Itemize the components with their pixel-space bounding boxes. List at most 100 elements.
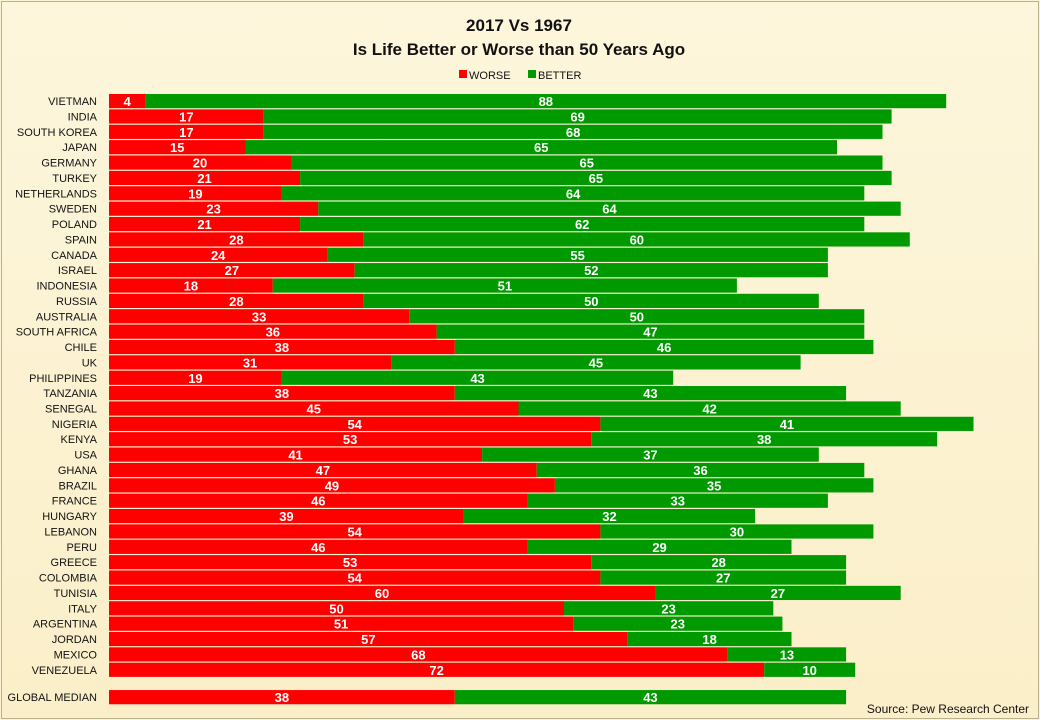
bar-worse-nigeria: [109, 416, 601, 431]
bar-worse-argentina: [109, 616, 574, 631]
legend-label-worse: WORSE: [469, 70, 511, 82]
value-label-worse-greece: 53: [343, 555, 357, 570]
value-label-better-italy: 23: [661, 601, 675, 616]
bar-worse-uk: [109, 355, 392, 370]
bar-worse-global-median: [109, 690, 455, 705]
category-label-ghana: GHANA: [58, 465, 98, 477]
value-label-worse-kenya: 53: [343, 432, 357, 447]
bar-better-russia: [363, 293, 819, 309]
value-label-better-japan: 65: [534, 140, 548, 155]
bar-better-tunisia: [655, 585, 901, 601]
bar-better-south-korea: [263, 124, 883, 139]
value-label-better-spain: 60: [630, 232, 644, 247]
bar-worse-senegal: [109, 401, 519, 416]
value-label-worse-indonesia: 18: [184, 279, 198, 294]
bar-better-nigeria: [600, 416, 974, 431]
bar-better-usa: [482, 447, 819, 462]
category-label-australia: AUSTRALIA: [36, 311, 98, 323]
value-label-better-venezuela: 10: [802, 663, 816, 678]
category-label-venezuela: VENEZUELA: [32, 665, 98, 677]
value-label-better-chile: 46: [657, 340, 671, 355]
value-label-worse-argentina: 51: [334, 617, 348, 632]
bar-worse-canada: [109, 247, 328, 262]
value-label-better-jordan: 18: [702, 632, 716, 647]
bar-worse-chile: [109, 339, 455, 355]
category-label-mexico: MEXICO: [54, 649, 98, 661]
bar-worse-colombia: [109, 570, 601, 585]
category-label-nigeria: NIGERIA: [52, 419, 98, 431]
category-label-germany: GERMANY: [41, 158, 97, 170]
bar-better-france: [527, 493, 828, 508]
category-label-hungary: HUNGARY: [42, 511, 97, 523]
bar-worse-poland: [109, 216, 301, 232]
bar-better-colombia: [600, 570, 847, 585]
legend: WORSE BETTER: [459, 70, 581, 82]
value-label-better-hungary: 32: [602, 509, 616, 524]
category-label-global-median: GLOBAL MEDIAN: [8, 692, 98, 704]
bar-worse-usa: [109, 447, 483, 462]
category-label-turkey: TURKEY: [52, 173, 97, 185]
value-label-worse-israel: 27: [225, 263, 239, 278]
bar-better-italy: [564, 601, 774, 616]
category-label-senegal: SENEGAL: [45, 404, 97, 416]
category-label-netherlands: NETHERLANDS: [15, 188, 97, 200]
bar-worse-venezuela: [109, 662, 765, 677]
value-label-better-canada: 55: [570, 248, 584, 263]
value-label-better-lebanon: 30: [730, 524, 744, 539]
category-label-brazil: BRAZIL: [58, 480, 97, 492]
value-label-worse-turkey: 21: [197, 171, 211, 186]
bar-better-uk: [391, 355, 801, 370]
bar-worse-france: [109, 493, 528, 508]
value-label-worse-vietman: 4: [124, 94, 132, 109]
bar-worse-italy: [109, 601, 564, 616]
bar-better-jordan: [627, 631, 792, 647]
value-label-better-brazil: 35: [707, 478, 721, 493]
category-label-russia: RUSSIA: [56, 296, 98, 308]
bar-worse-greece: [109, 555, 592, 570]
value-label-better-germany: 65: [580, 156, 594, 171]
value-label-better-poland: 62: [575, 217, 589, 232]
value-label-better-sweden: 64: [602, 202, 617, 217]
category-label-philippines: PHILIPPINES: [29, 373, 97, 385]
category-label-canada: CANADA: [51, 250, 98, 262]
value-label-worse-poland: 21: [197, 217, 211, 232]
bar-better-germany: [291, 155, 883, 170]
value-label-worse-nigeria: 54: [347, 417, 362, 432]
bar-worse-hungary: [109, 508, 464, 524]
value-label-better-senegal: 42: [702, 402, 716, 417]
bar-better-mexico: [727, 647, 847, 662]
value-label-better-india: 69: [570, 109, 584, 124]
value-label-better-nigeria: 41: [780, 417, 794, 432]
bar-worse-peru: [109, 539, 528, 554]
value-label-better-australia: 50: [630, 309, 644, 324]
category-label-indonesia: INDONESIA: [36, 281, 97, 293]
category-label-tunisia: TUNISIA: [54, 588, 98, 600]
value-label-better-global-median: 43: [643, 690, 657, 705]
bar-worse-south-africa: [109, 324, 437, 339]
bar-better-greece: [591, 555, 847, 570]
bar-worse-jordan: [109, 631, 628, 647]
value-label-better-france: 33: [671, 494, 685, 509]
bar-better-brazil: [554, 478, 874, 493]
category-label-lebanon: LEBANON: [44, 526, 97, 538]
bar-worse-india: [109, 109, 264, 124]
value-label-worse-australia: 33: [252, 309, 266, 324]
bar-worse-lebanon: [109, 524, 601, 539]
value-label-worse-tunisia: 60: [375, 586, 389, 601]
category-label-peru: PERU: [66, 542, 97, 554]
value-label-worse-india: 17: [179, 109, 193, 124]
bar-better-spain: [363, 232, 910, 247]
bar-better-philippines: [281, 370, 674, 385]
value-label-better-philippines: 43: [470, 371, 484, 386]
bar-better-turkey: [300, 170, 892, 186]
category-label-poland: POLAND: [52, 219, 97, 231]
bar-worse-ghana: [109, 462, 537, 478]
value-label-worse-brazil: 49: [325, 478, 339, 493]
bar-worse-sweden: [109, 201, 319, 216]
value-label-worse-russia: 28: [229, 294, 243, 309]
bar-better-vietman: [145, 94, 947, 109]
category-label-india: INDIA: [68, 111, 98, 123]
bar-better-canada: [327, 247, 828, 262]
bar-better-kenya: [591, 432, 938, 447]
bar-worse-philippines: [109, 370, 282, 385]
